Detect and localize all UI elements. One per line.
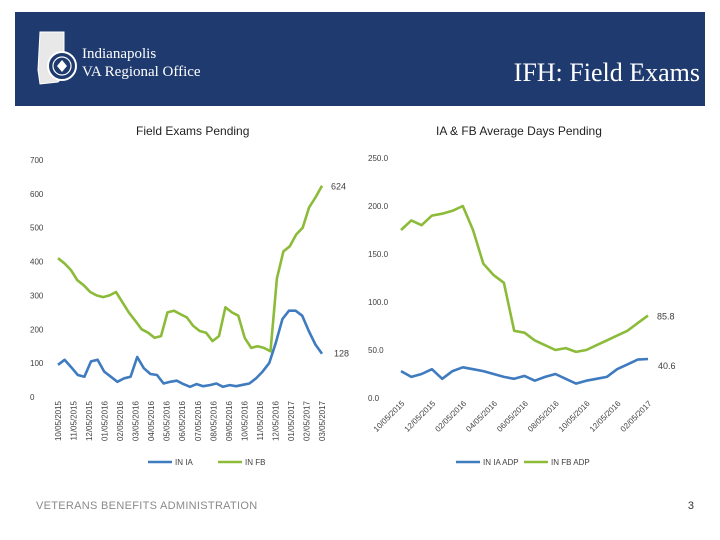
x-tick-label: 01/05/2017 — [287, 400, 296, 441]
y-tick-label: 700 — [30, 156, 44, 165]
y-tick-label: 500 — [30, 224, 44, 233]
indiana-state-va-seal-icon — [37, 31, 77, 85]
x-tick-label: 10/05/2016 — [557, 399, 592, 434]
x-tick-label: 12/05/2015 — [403, 399, 438, 434]
x-tick-label: 08/05/2016 — [209, 400, 218, 441]
y-tick-label: 200.0 — [368, 202, 389, 211]
data-label: 128 — [334, 349, 349, 359]
y-tick-label: 100 — [30, 359, 44, 368]
footer-org: VETERANS BENEFITS ADMINISTRATION — [36, 500, 258, 512]
data-label: 624 — [331, 182, 346, 192]
x-tick-label: 03/05/2017 — [318, 400, 327, 441]
chart2-title: IA & FB Average Days Pending — [436, 124, 602, 138]
legend-entry: IN IA — [175, 458, 193, 467]
x-tick-label: 02/05/2016 — [116, 400, 125, 441]
x-tick-label: 01/05/2016 — [101, 400, 110, 441]
x-tick-label: 10/05/2015 — [372, 399, 407, 434]
y-tick-label: 600 — [30, 190, 44, 199]
y-tick-label: 100.0 — [368, 298, 389, 307]
org-name-line2: VA Regional Office — [82, 64, 201, 80]
header-banner — [15, 12, 705, 106]
x-tick-label: 09/05/2016 — [225, 400, 234, 441]
series-line-in-ia — [57, 309, 324, 389]
y-tick-label: 400 — [30, 258, 44, 267]
data-label: 40.6 — [658, 361, 676, 371]
x-tick-label: 06/05/2016 — [178, 400, 187, 441]
y-tick-label: 200 — [30, 325, 44, 334]
slide-title: IFH: Field Exams — [513, 58, 700, 87]
x-tick-label: 04/05/2016 — [147, 400, 156, 441]
x-tick-label: 12/05/2016 — [588, 399, 623, 434]
x-tick-label: 04/05/2016 — [464, 399, 499, 434]
y-tick-label: 150.0 — [368, 250, 389, 259]
page-number: 3 — [687, 500, 694, 512]
x-tick-label: 11/05/2016 — [256, 400, 265, 440]
legend-entry: IN FB ADP — [551, 458, 590, 467]
x-tick-label: 12/05/2015 — [85, 400, 94, 441]
series-line-in-ia-adp — [400, 357, 649, 385]
x-tick-label: 10/05/2016 — [240, 400, 249, 441]
series-line-in-fb — [57, 185, 324, 353]
x-tick-label: 11/05/2015 — [70, 400, 79, 440]
y-tick-label: 300 — [30, 291, 44, 300]
x-tick-label: 10/05/2015 — [54, 400, 63, 441]
org-name-line1: Indianapolis — [82, 46, 157, 62]
x-tick-label: 05/05/2016 — [163, 400, 172, 441]
x-tick-label: 07/05/2016 — [194, 400, 203, 441]
x-tick-label: 02/05/2017 — [619, 399, 654, 434]
x-tick-label: 02/05/2017 — [302, 400, 311, 441]
legend-entry: IN IA ADP — [483, 458, 519, 467]
data-label: 85.8 — [657, 312, 675, 322]
y-tick-label: 250.0 — [368, 154, 389, 163]
x-tick-label: 08/05/2016 — [526, 399, 561, 434]
series-line-in-fb-adp — [400, 204, 649, 354]
chart1-title: Field Exams Pending — [136, 124, 250, 138]
x-tick-label: 06/05/2016 — [495, 399, 530, 434]
y-tick-label: 0.0 — [368, 394, 380, 403]
x-tick-label: 02/05/2016 — [433, 399, 468, 434]
y-tick-label: 0 — [30, 393, 35, 402]
legend-entry: IN FB — [245, 458, 265, 467]
x-tick-label: 03/05/2016 — [132, 400, 141, 441]
y-tick-label: 50.0 — [368, 346, 384, 355]
x-tick-label: 12/05/2016 — [271, 400, 280, 441]
